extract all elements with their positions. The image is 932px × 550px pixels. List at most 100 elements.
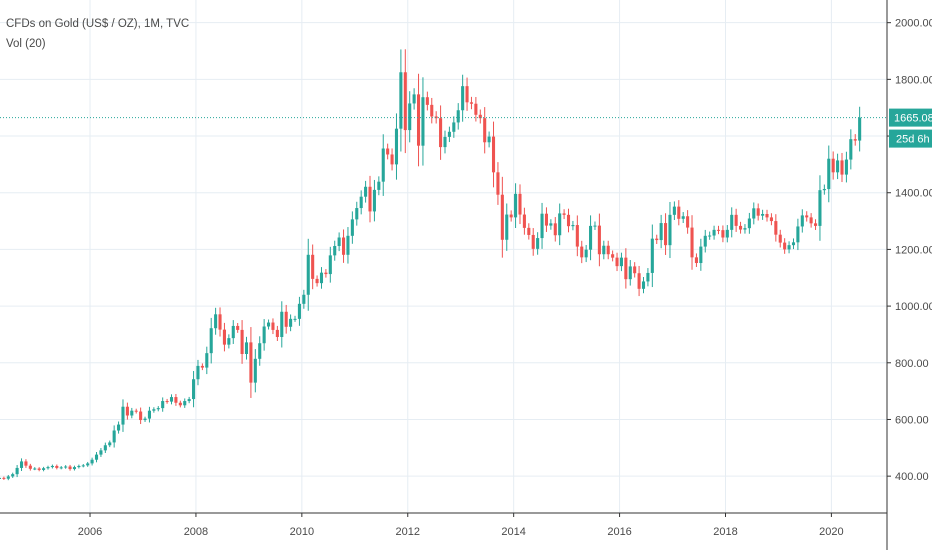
candle-body: [549, 223, 553, 226]
candle-body: [474, 103, 478, 115]
y-tick-label: 600.00: [895, 414, 929, 426]
candle-body: [121, 406, 125, 425]
candle-body: [677, 206, 681, 219]
candle-body: [694, 257, 698, 264]
volume-indicator-label: Vol (20): [6, 38, 46, 50]
candle-body: [818, 190, 822, 226]
candle-body: [143, 418, 147, 421]
candle-body: [381, 148, 385, 182]
candle-body: [606, 245, 610, 255]
x-tick-label: 2010: [290, 526, 314, 538]
candle-body: [306, 254, 310, 295]
candle-body: [0, 477, 2, 479]
x-tick-label: 2020: [819, 526, 843, 538]
candle-body: [849, 139, 853, 160]
candle-body: [509, 214, 513, 218]
candle-body: [386, 148, 390, 155]
candle-body: [99, 450, 103, 455]
candle-body: [452, 122, 456, 132]
candle-body: [461, 86, 465, 111]
candle-body: [544, 213, 548, 226]
candle-body: [496, 172, 500, 195]
candle-body: [68, 466, 72, 470]
candle-body: [752, 208, 756, 219]
candle-body: [231, 325, 235, 339]
candle-body: [553, 223, 557, 236]
candle-body: [183, 401, 187, 406]
candle-body: [514, 193, 518, 218]
candle-body: [778, 234, 782, 243]
candle-body: [90, 459, 94, 464]
candle-body: [434, 116, 438, 119]
candle-body: [469, 102, 474, 104]
candle-body: [734, 214, 738, 226]
candle-body: [531, 234, 535, 249]
y-tick-label: 1200.00: [895, 244, 932, 256]
candle-body: [580, 246, 584, 258]
candle-body: [227, 338, 231, 345]
symbol-title: CFDs on Gold (US$ / OZ), 1M, TVC: [6, 18, 190, 30]
candle-body: [813, 223, 818, 226]
candle-body: [37, 468, 41, 470]
candle-body: [690, 227, 694, 258]
candle-body: [439, 118, 443, 148]
candle-body: [324, 272, 328, 275]
candle-body: [24, 461, 28, 466]
candle-body: [796, 226, 800, 243]
candle-body: [840, 160, 844, 175]
candle-body: [487, 136, 491, 143]
candle-body: [94, 454, 99, 460]
candle-body: [161, 401, 165, 409]
candle-body: [271, 322, 275, 330]
candle-body: [333, 246, 337, 256]
candle-body: [712, 229, 716, 236]
candle-body: [33, 468, 37, 470]
y-tick-label: 400.00: [895, 471, 929, 483]
candle-body: [655, 238, 659, 241]
candle-body: [11, 474, 15, 477]
candle-body: [284, 311, 288, 327]
x-tick-label: 2012: [396, 526, 420, 538]
candle-body: [747, 218, 751, 229]
candle-body: [478, 114, 482, 119]
candle-body: [646, 272, 650, 282]
candle-body: [827, 158, 831, 190]
candle-body: [399, 72, 403, 129]
candle-body: [641, 281, 646, 289]
candle-body: [619, 257, 623, 267]
candle-body: [15, 467, 19, 475]
candle-body: [611, 254, 615, 258]
candle-body: [403, 72, 407, 131]
candle-body: [130, 410, 134, 416]
candle-body: [668, 214, 672, 246]
candle-body: [59, 467, 63, 469]
x-tick-label: 2006: [78, 526, 102, 538]
candle-body: [214, 314, 218, 329]
candle-body: [858, 117, 862, 141]
candle-body: [81, 465, 85, 467]
candle-body: [77, 465, 81, 468]
candle-body: [540, 213, 544, 239]
candle-body: [262, 326, 266, 344]
candle-body: [725, 229, 729, 238]
candle-body: [236, 325, 240, 330]
candle-body: [125, 406, 129, 416]
candle-body: [624, 257, 628, 280]
y-tick-label: 1800.00: [895, 74, 932, 86]
candle-body: [147, 410, 151, 419]
candle-body: [200, 365, 204, 368]
candle-body: [483, 118, 487, 143]
candle-body: [571, 225, 575, 227]
candle-body: [664, 223, 668, 246]
candle-body: [602, 245, 606, 255]
candle-body: [112, 430, 116, 443]
candle-body: [637, 273, 641, 289]
candle-body: [341, 237, 346, 255]
candle-body: [280, 311, 284, 337]
candle-body: [390, 154, 394, 165]
candle-body: [456, 110, 460, 123]
candle-body: [6, 476, 10, 479]
candle-body: [64, 466, 68, 468]
candle-body: [328, 255, 332, 275]
